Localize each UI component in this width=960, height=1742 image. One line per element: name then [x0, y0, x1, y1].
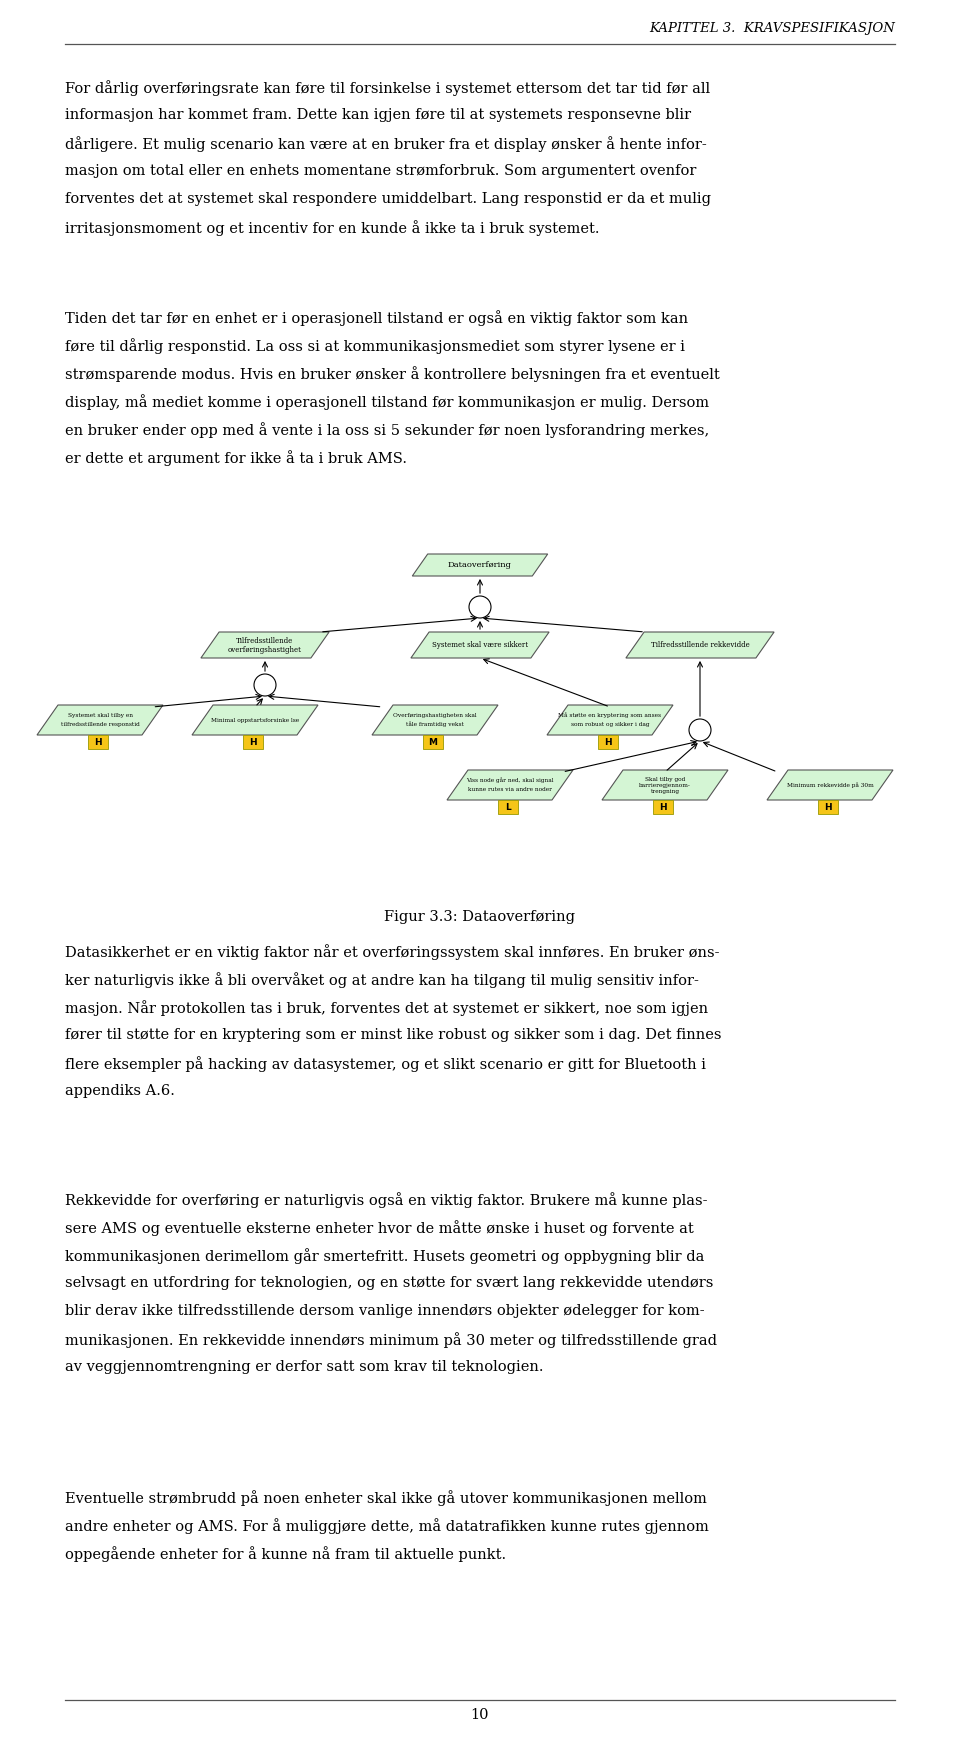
- Text: dårligere. Et mulig scenario kan være at en bruker fra et display ønsker å hente: dårligere. Et mulig scenario kan være at…: [65, 136, 707, 152]
- Polygon shape: [626, 632, 774, 658]
- Text: Viss node går ned, skal signal: Viss node går ned, skal signal: [467, 777, 554, 782]
- Text: blir derav ikke tilfredsstillende dersom vanlige innendørs objekter ødelegger fo: blir derav ikke tilfredsstillende dersom…: [65, 1305, 705, 1319]
- Circle shape: [469, 596, 491, 618]
- FancyBboxPatch shape: [653, 800, 673, 814]
- Text: KAPITTEL 3.  KRAVSPESIFIKASJON: KAPITTEL 3. KRAVSPESIFIKASJON: [649, 23, 895, 35]
- Polygon shape: [37, 706, 163, 735]
- FancyBboxPatch shape: [598, 735, 618, 749]
- Text: trengning: trengning: [651, 789, 680, 794]
- Text: H: H: [660, 803, 667, 812]
- Text: av veggjennomtrengning er derfor satt som krav til teknologien.: av veggjennomtrengning er derfor satt so…: [65, 1361, 543, 1374]
- Text: oppegående enheter for å kunne nå fram til aktuelle punkt.: oppegående enheter for å kunne nå fram t…: [65, 1545, 507, 1563]
- Text: H: H: [94, 737, 102, 747]
- Text: føre til dårlig responstid. La oss si at kommunikasjonsmediet som styrer lysene : føre til dårlig responstid. La oss si at…: [65, 338, 685, 354]
- Polygon shape: [372, 706, 498, 735]
- Text: masjon. Når protokollen tas i bruk, forventes det at systemet er sikkert, noe so: masjon. Når protokollen tas i bruk, forv…: [65, 1000, 708, 1016]
- Text: H: H: [604, 737, 612, 747]
- Text: en bruker ender opp med å vente i la oss si 5 sekunder før noen lysforandring me: en bruker ender opp med å vente i la oss…: [65, 422, 709, 437]
- Text: informasjon har kommet fram. Dette kan igjen føre til at systemets responsevne b: informasjon har kommet fram. Dette kan i…: [65, 108, 691, 122]
- Text: display, må mediet komme i operasjonell tilstand før kommunikasjon er mulig. Der: display, må mediet komme i operasjonell …: [65, 394, 709, 409]
- Text: Tiden det tar før en enhet er i operasjonell tilstand er også en viktig faktor s: Tiden det tar før en enhet er i operasjo…: [65, 310, 688, 326]
- Text: 10: 10: [470, 1707, 490, 1723]
- FancyBboxPatch shape: [498, 800, 518, 814]
- FancyBboxPatch shape: [423, 735, 443, 749]
- Text: Overføringshastigheten skal: Overføringshastigheten skal: [394, 712, 477, 718]
- Text: H: H: [250, 737, 257, 747]
- Text: L: L: [505, 803, 511, 812]
- Polygon shape: [547, 706, 673, 735]
- FancyBboxPatch shape: [243, 735, 263, 749]
- Text: Minimal oppstartsforsinke lse: Minimal oppstartsforsinke lse: [211, 718, 300, 723]
- Text: Minimum rekkevidde på 30m: Minimum rekkevidde på 30m: [786, 782, 874, 787]
- Text: Rekkevidde for overføring er naturligvis også en viktig faktor. Brukere må kunne: Rekkevidde for overføring er naturligvis…: [65, 1192, 708, 1207]
- FancyBboxPatch shape: [88, 735, 108, 749]
- Circle shape: [689, 719, 711, 740]
- Text: Tilfredsstillende rekkevidde: Tilfredsstillende rekkevidde: [651, 641, 750, 650]
- Text: er dette et argument for ikke å ta i bruk AMS.: er dette et argument for ikke å ta i bru…: [65, 449, 407, 465]
- Text: forventes det at systemet skal respondere umiddelbart. Lang responstid er da et : forventes det at systemet skal responder…: [65, 192, 711, 206]
- Text: strømsparende modus. Hvis en bruker ønsker å kontrollere belysningen fra et even: strømsparende modus. Hvis en bruker ønsk…: [65, 366, 720, 381]
- Text: masjon om total eller en enhets momentane strømforbruk. Som argumentert ovenfor: masjon om total eller en enhets momentan…: [65, 164, 697, 178]
- FancyBboxPatch shape: [818, 800, 838, 814]
- Text: barrieregjennom-: barrieregjennom-: [639, 782, 691, 787]
- Text: Må støtte en kryptering som anses: Må støtte en kryptering som anses: [559, 712, 661, 718]
- Polygon shape: [411, 632, 549, 658]
- Polygon shape: [447, 770, 573, 800]
- Text: Figur 3.3: Dataoverføring: Figur 3.3: Dataoverføring: [385, 909, 575, 923]
- Text: kunne rutes via andre noder: kunne rutes via andre noder: [468, 786, 552, 791]
- Text: kommunikasjonen derimellom går smertefritt. Husets geometri og oppbygning blir d: kommunikasjonen derimellom går smertefri…: [65, 1247, 705, 1265]
- Text: appendiks A.6.: appendiks A.6.: [65, 1084, 175, 1097]
- Polygon shape: [412, 554, 548, 577]
- Text: Systemet skal tilby en: Systemet skal tilby en: [67, 712, 132, 718]
- Polygon shape: [192, 706, 318, 735]
- Text: sere AMS og eventuelle eksterne enheter hvor de måtte ønske i huset og forvente : sere AMS og eventuelle eksterne enheter …: [65, 1219, 694, 1235]
- Text: Skal tilby god: Skal tilby god: [645, 777, 685, 782]
- Text: irritasjonsmoment og et incentiv for en kunde å ikke ta i bruk systemet.: irritasjonsmoment og et incentiv for en …: [65, 219, 600, 235]
- Text: andre enheter og AMS. For å muliggjøre dette, må datatrafikken kunne rutes gjenn: andre enheter og AMS. For å muliggjøre d…: [65, 1517, 709, 1535]
- Text: Datasikkerhet er en viktig faktor når et overføringssystem skal innføres. En bru: Datasikkerhet er en viktig faktor når et…: [65, 944, 720, 960]
- Text: fører til støtte for en kryptering som er minst like robust og sikker som i dag.: fører til støtte for en kryptering som e…: [65, 1028, 722, 1042]
- Circle shape: [254, 674, 276, 697]
- Text: Eventuelle strømbrudd på noen enheter skal ikke gå utover kommunikasjonen mellom: Eventuelle strømbrudd på noen enheter sk…: [65, 1489, 708, 1505]
- Text: overføringshastighet: overføringshastighet: [228, 646, 302, 653]
- Text: H: H: [825, 803, 831, 812]
- Text: tilfredsstillende responstid: tilfredsstillende responstid: [60, 721, 139, 726]
- Text: ker naturligvis ikke å bli overvåket og at andre kan ha tilgang til mulig sensit: ker naturligvis ikke å bli overvåket og …: [65, 972, 699, 988]
- Text: selvsagt en utfordring for teknologien, og en støtte for svært lang rekkevidde u: selvsagt en utfordring for teknologien, …: [65, 1275, 713, 1291]
- Polygon shape: [767, 770, 893, 800]
- Text: flere eksempler på hacking av datasystemer, og et slikt scenario er gitt for Blu: flere eksempler på hacking av datasystem…: [65, 1056, 707, 1071]
- Text: Tilfredsstillende: Tilfredsstillende: [236, 638, 294, 645]
- Text: M: M: [428, 737, 438, 747]
- Text: munikasjonen. En rekkevidde innendørs minimum på 30 meter og tilfredsstillende g: munikasjonen. En rekkevidde innendørs mi…: [65, 1333, 717, 1348]
- Text: som robust og sikker i dag: som robust og sikker i dag: [571, 721, 649, 726]
- Text: tåle framtidig vekst: tåle framtidig vekst: [406, 721, 464, 726]
- Polygon shape: [602, 770, 728, 800]
- Text: For dårlig overføringsrate kan føre til forsinkelse i systemet ettersom det tar : For dårlig overføringsrate kan føre til …: [65, 80, 710, 96]
- Polygon shape: [201, 632, 329, 658]
- Text: Systemet skal være sikkert: Systemet skal være sikkert: [432, 641, 528, 650]
- Text: Dataoverføring: Dataoverføring: [448, 561, 512, 570]
